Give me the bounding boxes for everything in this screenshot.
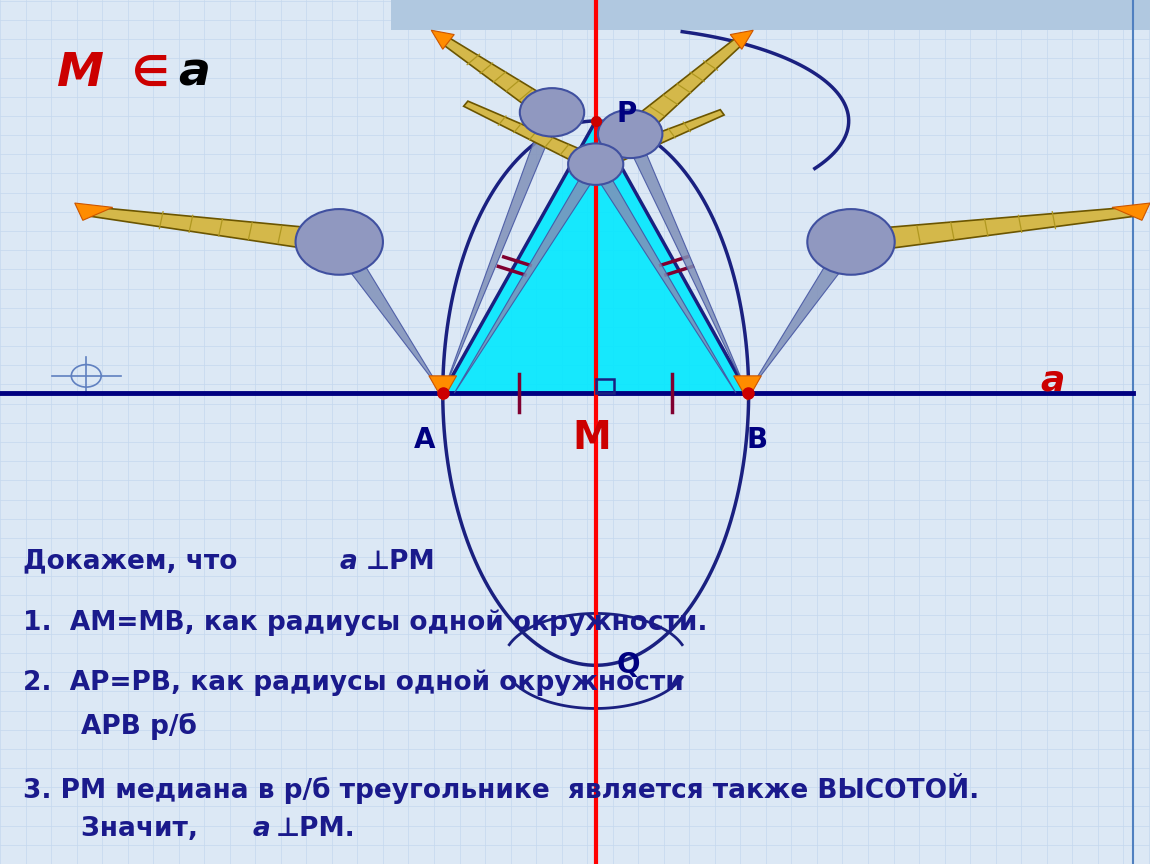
Circle shape [520,88,584,137]
Polygon shape [623,132,748,393]
Polygon shape [75,203,113,220]
Text: ∈: ∈ [132,53,170,94]
Text: ⊥РМ.: ⊥РМ. [276,816,355,842]
Polygon shape [730,30,753,49]
Text: Значит,: Значит, [81,816,207,842]
Text: a: a [1041,363,1065,397]
Text: АРВ р/б: АРВ р/б [81,713,197,740]
Polygon shape [849,207,1134,253]
Polygon shape [443,121,748,393]
Polygon shape [734,376,761,400]
Polygon shape [454,162,601,393]
Text: a: a [339,549,356,575]
Bar [596,379,614,393]
Text: Докажем, что: Докажем, что [23,549,246,575]
Bar [391,0,1150,30]
Text: B: B [746,426,767,454]
Polygon shape [463,101,600,170]
Polygon shape [748,238,860,393]
Circle shape [568,143,623,185]
Text: M: M [573,419,612,457]
Circle shape [807,209,895,275]
Text: a: a [178,51,210,96]
Text: M: M [58,51,105,96]
Text: Q: Q [616,651,639,679]
Polygon shape [590,162,736,393]
Polygon shape [429,376,457,400]
Polygon shape [91,207,342,253]
Polygon shape [621,36,745,140]
Text: ⊥PM: ⊥PM [366,549,436,575]
Text: A: A [414,426,435,454]
Text: 2.  АР=РВ, как радиусы одной окружности: 2. АР=РВ, как радиусы одной окружности [23,670,684,696]
Circle shape [598,110,662,158]
Text: P: P [616,100,637,128]
Polygon shape [443,111,559,393]
Circle shape [296,209,383,275]
Text: 1.  АМ=МВ, как радиусы одной окружности.: 1. АМ=МВ, как радиусы одной окружности. [23,609,707,636]
Text: 3. РМ медиана в р/б треугольнике  является также ВЫСОТОЙ.: 3. РМ медиана в р/б треугольнике являетс… [23,773,980,804]
Polygon shape [330,238,443,393]
Polygon shape [591,110,724,170]
Text: a: a [253,816,270,842]
Polygon shape [431,30,454,49]
Polygon shape [1112,203,1150,220]
Polygon shape [439,36,560,119]
